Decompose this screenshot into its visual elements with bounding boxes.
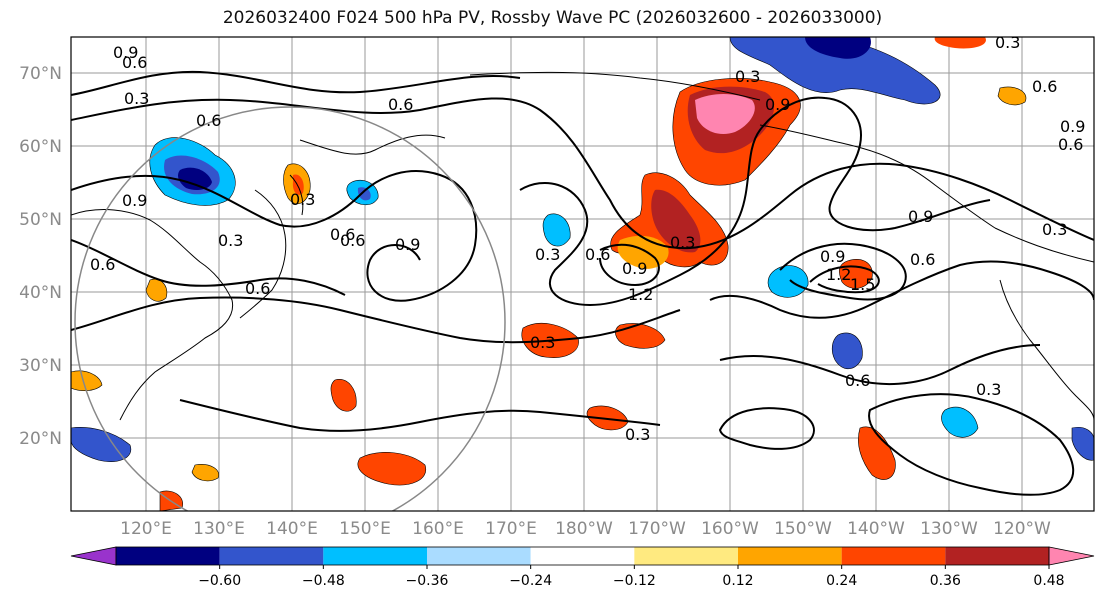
contour-label: 0.9 (622, 259, 647, 278)
lon-label: 130°W (920, 519, 978, 539)
colorbar-extend-high (1048, 546, 1095, 566)
contour-label: 0.6 (910, 250, 935, 269)
contour-label: 0.3 (218, 231, 243, 250)
contour-label: 0.3 (625, 425, 650, 444)
contour-label: 0.3 (290, 190, 315, 209)
colorbar-tick-label: 0.36 (930, 573, 961, 589)
colorbar-swatch (945, 547, 1049, 565)
lon-label: 170°E (485, 519, 537, 539)
lon-label: 160°E (412, 519, 464, 539)
colorbar-swatch (841, 547, 946, 565)
contour-label: 0.3 (535, 245, 560, 264)
lon-label: 150°W (774, 519, 832, 539)
contour-label: 1.5 (850, 275, 875, 294)
contour-label: 0.6 (330, 225, 355, 244)
lat-label: 20°N (19, 429, 62, 449)
colorbar-tick-label: −0.36 (406, 573, 449, 589)
colorbar: −0.60 −0.48 −0.36 −0.24 −0.12 0.12 0.24 0.36 0.4… (70, 546, 1095, 589)
colorbar-swatch (427, 547, 531, 565)
coastlines (71, 71, 1094, 421)
contour-label: 0.6 (845, 371, 870, 390)
lat-label: 50°N (19, 210, 62, 230)
contour-label: 0.6 (1032, 77, 1057, 96)
pv-anomaly-shading (71, 37, 1094, 511)
colorbar-frame (115, 546, 1050, 566)
contour-label: 1.2 (628, 285, 653, 304)
colorbar-swatch (530, 547, 635, 565)
colorbar-tick-label: 0.24 (826, 573, 857, 589)
colorbar-tick-label: −0.60 (198, 573, 241, 589)
contour-label: 0.6 (1058, 135, 1083, 154)
contour-label: 0.9 (820, 247, 845, 266)
colorbar-tick-label: −0.24 (509, 573, 552, 589)
contour-label: 0.3 (670, 233, 695, 252)
lon-label: 180°W (555, 519, 613, 539)
contour-label: 0.6 (122, 53, 147, 72)
contour-label: 0.9 (395, 235, 420, 254)
contour-label: 0.3 (735, 67, 760, 86)
contour-label: 0.9 (908, 207, 933, 226)
lon-label: 140°E (266, 519, 318, 539)
lat-label: 60°N (19, 137, 62, 157)
anomaly-negative-north (729, 37, 941, 105)
colorbar-tick-label: 0.12 (722, 573, 753, 589)
colorbar-tick-label: 0.48 (1033, 573, 1064, 589)
contour-label: 0.3 (530, 333, 555, 352)
lon-label: 120°W (993, 519, 1051, 539)
lat-label: 70°N (19, 64, 62, 84)
contour-label: 0.9 (122, 191, 147, 210)
contour-label: 0.6 (585, 245, 610, 264)
colorbar-swatch (219, 547, 324, 565)
contour-label: 0.6 (388, 95, 413, 114)
pv-contours (71, 70, 1094, 496)
contour-label: 0.6 (196, 111, 221, 130)
contour-label: 0.3 (995, 33, 1020, 52)
contour-label: 0.3 (1042, 220, 1067, 239)
contour-label: 0.6 (340, 231, 365, 250)
longitude-labels: 120°E 130°E 140°E 150°E 160°E 170°E 180°… (120, 519, 1051, 539)
colorbar-tick-label: −0.12 (613, 573, 656, 589)
lon-label: 140°W (847, 519, 905, 539)
map-area (71, 37, 1094, 511)
colorbar-swatch (323, 547, 427, 565)
map-frame (70, 36, 1095, 512)
lon-label: 130°E (193, 519, 245, 539)
contour-label: 0.3 (976, 380, 1001, 399)
lon-label: 160°W (701, 519, 759, 539)
contour-label: 0.6 (245, 279, 270, 298)
colorbar-swatch (116, 547, 220, 565)
radius-circle (74, 106, 506, 511)
colorbar-extend-low (70, 546, 117, 566)
contour-label: 1.2 (826, 265, 851, 284)
colorbar-tick-label: −0.48 (302, 573, 345, 589)
contour-labels: 0.9 0.6 0.3 0.6 0.6 0.3 0.9 0.6 0.6 0.9 … (90, 33, 1085, 444)
contour-label: 0.9 (765, 95, 790, 114)
contour-label: 0.9 (113, 43, 138, 62)
colorbar-swatch (634, 547, 738, 565)
map-title: 2026032400 F024 500 hPa PV, Rossby Wave … (222, 8, 883, 28)
lon-label: 170°W (628, 519, 686, 539)
lat-label: 40°N (19, 283, 62, 303)
contour-label: 0.3 (124, 89, 149, 108)
contour-label: 0.9 (1060, 117, 1085, 136)
lat-label: 30°N (19, 356, 62, 376)
lon-label: 150°E (339, 519, 391, 539)
colorbar-swatch (738, 547, 842, 565)
lon-label: 120°E (120, 519, 172, 539)
latitude-labels: 70°N 60°N 50°N 40°N 30°N 20°N (19, 64, 62, 449)
contour-label: 0.6 (90, 255, 115, 274)
